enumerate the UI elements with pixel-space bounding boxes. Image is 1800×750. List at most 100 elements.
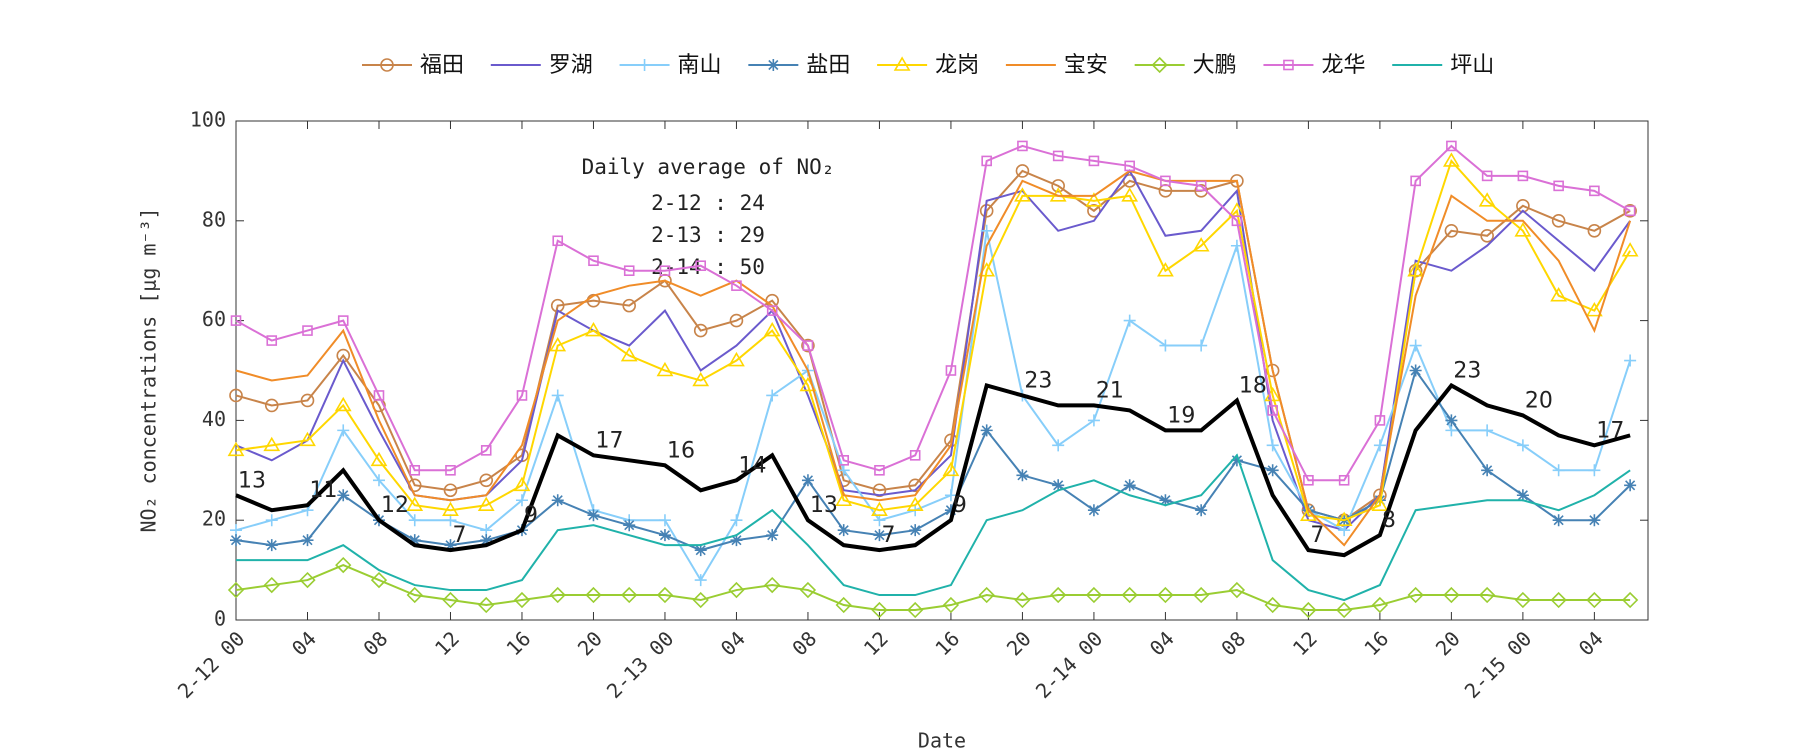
marker <box>552 235 564 247</box>
marker <box>1409 339 1422 352</box>
marker <box>1017 140 1028 152</box>
x-tick-label: 04 <box>716 626 750 660</box>
marker <box>1516 489 1529 502</box>
marker <box>1550 287 1568 302</box>
marker <box>1157 586 1174 604</box>
marker <box>799 581 817 599</box>
legend-label: 福田 <box>420 53 464 78</box>
series-line <box>235 564 1631 612</box>
marker <box>229 388 243 403</box>
point-label: 9 <box>524 503 538 528</box>
marker <box>837 464 850 477</box>
marker <box>907 601 924 619</box>
marker <box>1409 364 1422 377</box>
marker <box>373 390 385 401</box>
marker <box>656 361 674 377</box>
marker <box>694 544 707 557</box>
marker <box>1300 601 1317 619</box>
marker <box>1481 424 1494 437</box>
marker <box>1407 586 1424 604</box>
marker <box>1050 586 1067 604</box>
marker <box>1551 214 1566 228</box>
marker <box>944 504 957 517</box>
marker <box>585 321 602 337</box>
annotation-title: Daily average of NO₂ <box>582 155 835 179</box>
marker <box>942 596 960 614</box>
marker <box>1586 591 1603 609</box>
marker <box>980 224 993 237</box>
y-tick-label: 60 <box>202 307 226 331</box>
marker <box>299 571 316 589</box>
marker <box>873 529 886 542</box>
marker <box>334 396 352 412</box>
x-tick-label: 08 <box>787 626 821 660</box>
marker <box>1624 205 1636 217</box>
series-line <box>235 158 1631 522</box>
series-line <box>235 169 1632 547</box>
marker <box>763 321 781 337</box>
marker <box>659 265 671 277</box>
marker <box>694 574 707 587</box>
marker <box>1481 170 1493 182</box>
point-label: 21 <box>1096 378 1124 403</box>
point-label: 13 <box>810 493 838 518</box>
marker <box>300 393 315 408</box>
marker <box>588 255 599 267</box>
marker <box>442 501 459 517</box>
x-tick-label: 12 <box>1288 626 1322 660</box>
legend-marker <box>1151 56 1168 74</box>
marker <box>1373 439 1386 452</box>
marker <box>1514 222 1532 237</box>
marker <box>1371 596 1389 614</box>
marker <box>1621 591 1639 609</box>
marker <box>1159 494 1172 507</box>
marker <box>1266 464 1279 477</box>
marker <box>874 464 885 476</box>
marker <box>409 464 421 476</box>
marker <box>1123 479 1136 492</box>
marker <box>1442 152 1460 167</box>
marker <box>730 534 743 547</box>
point-label: 17 <box>1596 418 1624 443</box>
x-tick-label: 04 <box>1145 626 1179 660</box>
legend-label: 罗湖 <box>549 53 593 78</box>
x-tick-label: 2-12 00 <box>173 626 250 703</box>
y-tick-label: 40 <box>202 407 226 431</box>
marker <box>477 496 495 512</box>
marker <box>766 389 779 402</box>
marker <box>551 389 564 402</box>
marker <box>1588 514 1601 527</box>
marker <box>337 489 350 502</box>
legend-label: 坪山 <box>1450 53 1494 78</box>
marker <box>1052 150 1064 162</box>
point-label: 14 <box>738 453 766 478</box>
point-label: 9 <box>953 493 967 518</box>
annotation-line: 2-13 : 29 <box>651 223 765 247</box>
x-tick-label: 04 <box>287 626 321 660</box>
marker <box>265 514 278 527</box>
marker <box>299 431 316 447</box>
marker <box>1338 474 1350 486</box>
marker <box>980 424 993 437</box>
x-tick-label: 08 <box>358 626 392 660</box>
y-tick-label: 80 <box>202 207 226 231</box>
marker <box>302 325 313 336</box>
marker <box>301 534 314 547</box>
marker <box>1230 454 1243 467</box>
marker <box>480 534 493 547</box>
marker <box>551 494 564 507</box>
marker <box>478 596 495 614</box>
marker <box>801 338 815 353</box>
marker <box>1265 363 1280 378</box>
marker <box>1588 464 1601 477</box>
marker <box>873 514 886 527</box>
marker <box>906 496 924 512</box>
annotation-line: 2-12 : 24 <box>651 191 765 215</box>
marker <box>1051 179 1065 193</box>
marker <box>227 441 245 457</box>
marker <box>1336 601 1353 619</box>
legend-label: 龙华 <box>1321 53 1365 78</box>
marker <box>1266 439 1279 452</box>
marker <box>1589 185 1600 197</box>
